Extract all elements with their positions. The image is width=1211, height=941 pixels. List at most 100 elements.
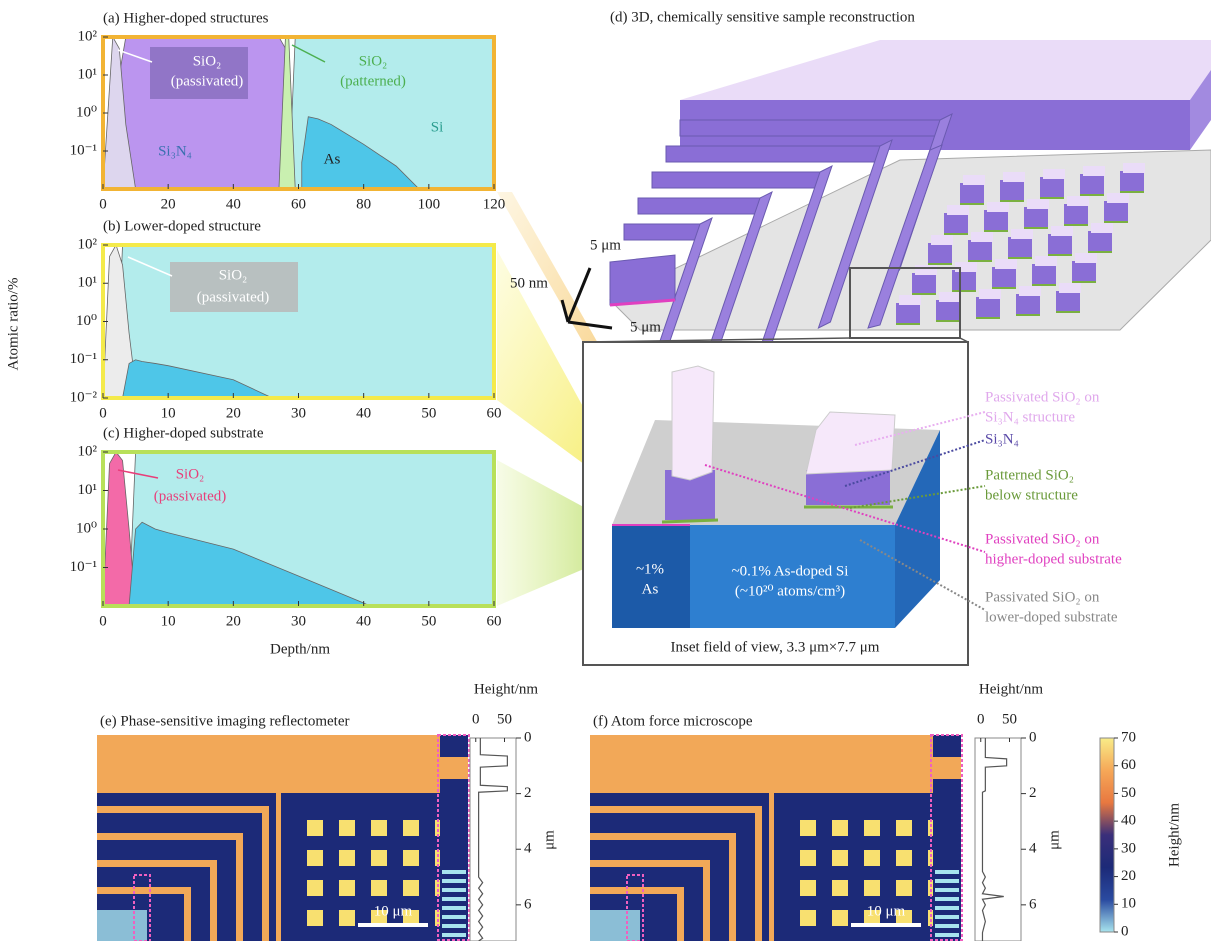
map-roi (437, 734, 470, 941)
inset-label: Si₃N₄ structure (985, 409, 1075, 425)
pillar (1000, 180, 1024, 200)
pillar-top (995, 259, 1017, 269)
x-tick-label: 10 (161, 613, 176, 629)
y-tick-label: 10⁻² (70, 389, 98, 405)
map-stripe (590, 806, 755, 813)
pillar-top (1003, 172, 1025, 182)
map-strip-top (933, 757, 961, 779)
pillar (912, 273, 936, 293)
map-square (307, 820, 323, 836)
projection-c (497, 460, 640, 606)
area (301, 116, 421, 190)
annotation: (passivated) (197, 289, 269, 305)
x-axis-label: Depth/nm (270, 641, 330, 657)
pillar (1088, 231, 1112, 251)
bar-layer (661, 518, 719, 524)
ridge (665, 145, 881, 163)
pillar (976, 297, 1000, 317)
y-tick-label: 10² (78, 28, 98, 44)
pillar-top (1027, 199, 1049, 209)
map-square (832, 910, 848, 926)
scale-label: 50 nm (510, 275, 548, 291)
map-roi (133, 874, 151, 941)
pillar (1048, 234, 1072, 254)
y-tick-label: 60 (1121, 757, 1136, 773)
pillar-top (971, 232, 993, 242)
map-square (307, 910, 323, 926)
pillar (928, 243, 952, 263)
map-square (800, 850, 816, 866)
area (122, 359, 273, 399)
y-tick-label: 10 (1121, 896, 1136, 912)
y-tick-label: 2 (1029, 785, 1037, 801)
map-square (307, 850, 323, 866)
y-tick-label: 10⁻¹ (70, 142, 97, 158)
chart-title: (e) Phase-sensitive imaging reflectomete… (100, 713, 350, 729)
x-tick-label: 0 (99, 405, 107, 421)
leader (117, 49, 153, 63)
axis-arrow (560, 299, 570, 323)
map-stripe (703, 860, 710, 941)
series-label: Si (431, 119, 444, 135)
leader (127, 256, 173, 277)
y-tick-label: 70 (1121, 729, 1136, 745)
series-label: SiO₂ (359, 53, 388, 69)
pillar-top (1051, 226, 1073, 236)
x-tick-label: 40 (356, 613, 371, 629)
scale-bar-label: 10 μm (374, 903, 413, 919)
chart-title: (b) Lower-doped structure (103, 218, 261, 234)
map-stripe (262, 806, 269, 941)
bar-side (665, 470, 715, 520)
pillar (944, 213, 968, 233)
map-strip-bar (442, 888, 466, 892)
leader (117, 469, 159, 479)
inset-label: Passivated SiO₂ on (985, 389, 1100, 405)
pillar (1032, 264, 1056, 284)
map-strip-top (440, 757, 468, 779)
map-stripe (236, 833, 243, 941)
annotation: (passivated) (154, 488, 226, 504)
pillar-top (987, 202, 1009, 212)
map-square (339, 910, 355, 926)
inset-marker (849, 267, 961, 339)
inset-label: Passivated SiO₂ on (985, 589, 1100, 605)
pillar (1064, 204, 1088, 224)
inset-text: ~1% (636, 561, 664, 577)
x-tick-label: 100 (418, 196, 441, 212)
map-stripe (97, 833, 236, 840)
map-square (403, 850, 419, 866)
map-stripe (97, 806, 262, 813)
y-tick-label: 6 (524, 896, 532, 912)
map-stripe (97, 860, 210, 867)
x-tick-label: 0 (977, 711, 985, 727)
pillar-top (1011, 229, 1033, 239)
map-band (590, 910, 640, 941)
map-strip-bar (935, 906, 959, 910)
map-roi (930, 734, 963, 941)
colorbar (1099, 737, 1115, 933)
x-tick-label: 60 (291, 196, 306, 212)
x-tick-label: 50 (497, 711, 512, 727)
map-square (800, 910, 816, 926)
y-axis-title: μm (1046, 830, 1062, 850)
pillar (1120, 171, 1144, 191)
map-strip-bar (935, 924, 959, 928)
inset-label: higher-doped substrate (985, 551, 1122, 567)
pillar-top (1123, 163, 1145, 173)
axis-arrow (567, 320, 613, 330)
inset-text: As (642, 581, 659, 597)
map-stripe (210, 860, 217, 941)
map-strip-bar (442, 870, 466, 874)
series-label: SiO₂ (219, 267, 248, 283)
series-label: SiO₂ (176, 466, 205, 482)
inset-caption: Inset field of view, 3.3 μm×7.7 μm (671, 639, 880, 655)
map-top (97, 735, 440, 793)
pillar-top (931, 235, 953, 245)
map-square (800, 820, 816, 836)
map-square (864, 850, 880, 866)
ridge (679, 119, 941, 137)
map-square (339, 880, 355, 896)
y-tick-label: 30 (1121, 840, 1136, 856)
annotation: (patterned) (340, 73, 406, 89)
